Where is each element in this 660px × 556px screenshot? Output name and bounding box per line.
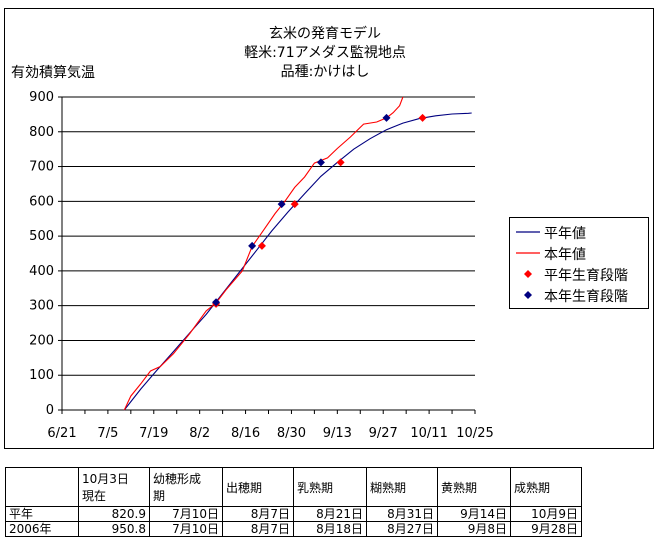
header-text: 糊熟期 bbox=[370, 480, 407, 495]
legend-key-navy-diamond bbox=[524, 291, 532, 299]
y-tick-label: 600 bbox=[29, 194, 54, 209]
x-tick-label: 6/21 bbox=[47, 426, 76, 441]
table-header-cell: 幼穂形成 期 bbox=[149, 467, 223, 507]
legend-item-honnen-stage: 本年生育段階 bbox=[510, 285, 650, 305]
header-text: 黄熟期 bbox=[441, 480, 478, 495]
chart-plot: 0 100 200 300 400 500 600 700 800 900 6/21 7/5 7/19 8… bbox=[29, 90, 494, 441]
header-text: 幼穂形成 期 bbox=[153, 472, 202, 503]
y-tick-label: 400 bbox=[29, 264, 54, 279]
table-header-cell: 黄熟期 bbox=[437, 467, 511, 507]
table-cell: 10月9日 bbox=[510, 506, 582, 522]
table-cell: 9月14日 bbox=[437, 506, 511, 522]
y-tick-label: 500 bbox=[29, 229, 54, 244]
stage-marker bbox=[248, 241, 257, 250]
y-tick-label: 900 bbox=[29, 90, 54, 105]
chart-area: 0 100 200 300 400 500 600 700 800 900 6/21 7/5 7/19 8… bbox=[4, 8, 654, 449]
stage-marker bbox=[257, 241, 266, 250]
table-cell: 7月10日 bbox=[149, 506, 223, 522]
header-text: 乳熟期 bbox=[297, 480, 334, 495]
stage-marker bbox=[290, 200, 299, 209]
y-tick-label: 800 bbox=[29, 125, 54, 140]
header-text: 10月3日 現在 bbox=[82, 472, 129, 503]
legend-label: 本年生育段階 bbox=[544, 289, 628, 305]
table-row: 2006年 950.8 7月10日 8月7日 8月18日 8月27日 9月8日 … bbox=[5, 521, 582, 537]
y-tick-label: 200 bbox=[29, 333, 54, 348]
chart-title-line-1: 玄米の発育モデル bbox=[269, 26, 381, 42]
x-tick-label: 7/19 bbox=[139, 426, 168, 441]
legend-item-heinen-stage: 平年生育段階 bbox=[510, 264, 650, 284]
y-tick-label: 100 bbox=[29, 368, 54, 383]
y-tick-label: 300 bbox=[29, 299, 54, 314]
table-header-row: 10月3日 現在 幼穂形成 期 出穂期 乳熟期 糊熟期 黄熟期 成熟期 bbox=[5, 467, 582, 507]
table-header-cell bbox=[5, 467, 79, 507]
x-tick-label: 9/13 bbox=[323, 426, 352, 441]
x-tick-label: 10/11 bbox=[410, 426, 447, 441]
stage-marker bbox=[212, 298, 221, 307]
stage-marker bbox=[382, 113, 391, 122]
table-cell: 8月18日 bbox=[293, 521, 367, 537]
table-cell: 8月31日 bbox=[366, 506, 438, 522]
x-tick-label: 10/25 bbox=[456, 426, 493, 441]
legend-key-red-line bbox=[516, 252, 540, 254]
table-header-cell: 乳熟期 bbox=[293, 467, 367, 507]
header-text: 出穂期 bbox=[226, 480, 263, 495]
legend-label: 本年値 bbox=[544, 247, 586, 263]
x-tick-label: 7/5 bbox=[97, 426, 118, 441]
table-cell: 8月21日 bbox=[293, 506, 367, 522]
table-header-cell: 成熟期 bbox=[510, 467, 582, 507]
chart-title-line-3: 品種:かけはし bbox=[280, 64, 370, 80]
table-cell: 950.8 bbox=[78, 521, 150, 537]
table-row: 平年 820.9 7月10日 8月7日 8月21日 8月31日 9月14日 10… bbox=[5, 506, 582, 522]
stage-marker bbox=[316, 158, 325, 167]
table-cell: 8月7日 bbox=[222, 521, 294, 537]
x-tick-label: 8/2 bbox=[189, 426, 210, 441]
table-header-cell: 10月3日 現在 bbox=[78, 467, 150, 507]
legend-item-heinen: 平年値 bbox=[510, 222, 650, 242]
stage-marker bbox=[418, 113, 427, 122]
table-cell: 7月10日 bbox=[149, 521, 223, 537]
stage-marker bbox=[277, 200, 286, 209]
header-text: 成熟期 bbox=[514, 480, 551, 495]
legend-key-navy-line bbox=[516, 231, 540, 233]
table-header-cell: 出穂期 bbox=[222, 467, 294, 507]
y-axis-label: 有効積算気温 bbox=[11, 65, 95, 81]
table-cell: 2006年 bbox=[5, 521, 79, 537]
legend-label: 平年生育段階 bbox=[544, 268, 628, 284]
table-cell: 平年 bbox=[5, 506, 79, 522]
table-cell: 820.9 bbox=[78, 506, 150, 522]
legend-label: 平年値 bbox=[544, 226, 586, 242]
series-line-1 bbox=[123, 96, 404, 411]
x-tick-label: 8/16 bbox=[231, 426, 260, 441]
chart-title-line-2: 軽米:71アメダス監視地点 bbox=[244, 45, 406, 61]
stage-marker bbox=[336, 158, 345, 167]
table-cell: 9月8日 bbox=[437, 521, 511, 537]
table-cell: 8月7日 bbox=[222, 506, 294, 522]
series-line-0 bbox=[123, 112, 472, 411]
growth-stage-table: 10月3日 現在 幼穂形成 期 出穂期 乳熟期 糊熟期 黄熟期 成熟期 平年 8… bbox=[5, 467, 582, 537]
legend: 平年値 本年値 平年生育段階 本年生育段階 bbox=[509, 217, 649, 309]
table-cell: 8月27日 bbox=[366, 521, 438, 537]
legend-key-red-diamond bbox=[524, 270, 532, 278]
legend-item-honnen: 本年値 bbox=[510, 243, 650, 263]
table-cell: 9月28日 bbox=[510, 521, 582, 537]
x-tick-label: 9/27 bbox=[369, 426, 398, 441]
y-tick-label: 0 bbox=[46, 403, 54, 418]
table-header-cell: 糊熟期 bbox=[366, 467, 438, 507]
y-tick-label: 700 bbox=[29, 160, 54, 175]
x-tick-label: 8/30 bbox=[277, 426, 306, 441]
